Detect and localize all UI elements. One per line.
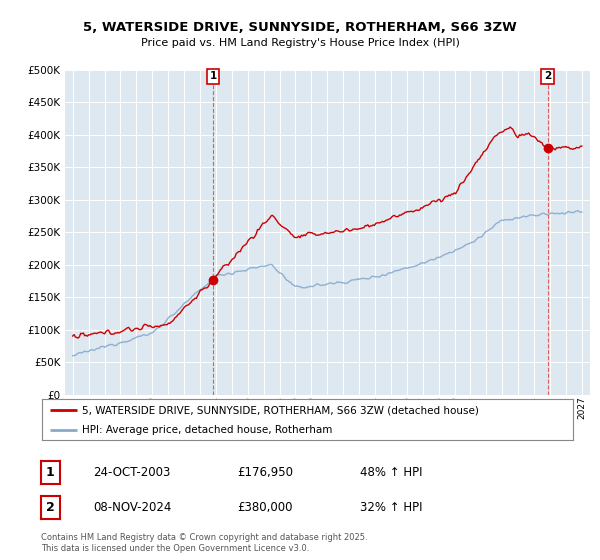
Text: 2: 2 bbox=[544, 72, 551, 82]
Text: £380,000: £380,000 bbox=[237, 501, 293, 514]
Text: 24-OCT-2003: 24-OCT-2003 bbox=[93, 466, 170, 479]
Text: 08-NOV-2024: 08-NOV-2024 bbox=[93, 501, 172, 514]
Text: HPI: Average price, detached house, Rotherham: HPI: Average price, detached house, Roth… bbox=[82, 424, 332, 435]
Text: 5, WATERSIDE DRIVE, SUNNYSIDE, ROTHERHAM, S66 3ZW: 5, WATERSIDE DRIVE, SUNNYSIDE, ROTHERHAM… bbox=[83, 21, 517, 34]
Text: 48% ↑ HPI: 48% ↑ HPI bbox=[360, 466, 422, 479]
Text: 2: 2 bbox=[46, 501, 55, 514]
Text: Price paid vs. HM Land Registry's House Price Index (HPI): Price paid vs. HM Land Registry's House … bbox=[140, 38, 460, 48]
Text: 1: 1 bbox=[46, 466, 55, 479]
Text: 1: 1 bbox=[209, 72, 217, 82]
Text: £176,950: £176,950 bbox=[237, 466, 293, 479]
Text: 5, WATERSIDE DRIVE, SUNNYSIDE, ROTHERHAM, S66 3ZW (detached house): 5, WATERSIDE DRIVE, SUNNYSIDE, ROTHERHAM… bbox=[82, 405, 479, 415]
Text: 32% ↑ HPI: 32% ↑ HPI bbox=[360, 501, 422, 514]
Text: Contains HM Land Registry data © Crown copyright and database right 2025.
This d: Contains HM Land Registry data © Crown c… bbox=[41, 533, 367, 553]
